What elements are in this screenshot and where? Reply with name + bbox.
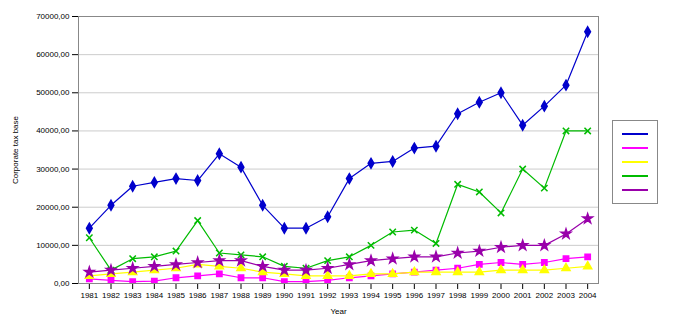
svg-text:20000,00: 20000,00 [36, 203, 70, 212]
svg-text:1992: 1992 [319, 291, 337, 300]
svg-text:1985: 1985 [167, 291, 185, 300]
svg-text:2000: 2000 [492, 291, 510, 300]
svg-text:1986: 1986 [189, 291, 207, 300]
svg-text:1995: 1995 [384, 291, 402, 300]
svg-text:50000,00: 50000,00 [36, 88, 70, 97]
svg-text:Year: Year [330, 307, 347, 316]
svg-text:1983: 1983 [124, 291, 142, 300]
svg-text:1981: 1981 [80, 291, 98, 300]
svg-text:1987: 1987 [210, 291, 228, 300]
svg-text:40000,00: 40000,00 [36, 126, 70, 135]
svg-text:1999: 1999 [470, 291, 488, 300]
svg-text:1982: 1982 [102, 291, 120, 300]
svg-text:1994: 1994 [362, 291, 380, 300]
svg-text:2004: 2004 [579, 291, 597, 300]
svg-text:1998: 1998 [449, 291, 467, 300]
svg-text:2001: 2001 [514, 291, 532, 300]
svg-text:1997: 1997 [427, 291, 445, 300]
svg-text:60000,00: 60000,00 [36, 50, 70, 59]
svg-text:70000,00: 70000,00 [36, 12, 70, 21]
svg-text:30000,00: 30000,00 [36, 165, 70, 174]
svg-text:1993: 1993 [340, 291, 358, 300]
svg-text:1991: 1991 [297, 291, 315, 300]
svg-text:1990: 1990 [275, 291, 293, 300]
svg-text:10000,00: 10000,00 [36, 241, 70, 250]
svg-text:2002: 2002 [535, 291, 553, 300]
svg-text:2003: 2003 [557, 291, 575, 300]
svg-text:1996: 1996 [405, 291, 423, 300]
svg-text:0,00: 0,00 [54, 279, 70, 288]
svg-text:1988: 1988 [232, 291, 250, 300]
svg-text:Corporate tax base: Corporate tax base [11, 115, 20, 184]
svg-text:1989: 1989 [254, 291, 272, 300]
svg-text:1984: 1984 [145, 291, 163, 300]
